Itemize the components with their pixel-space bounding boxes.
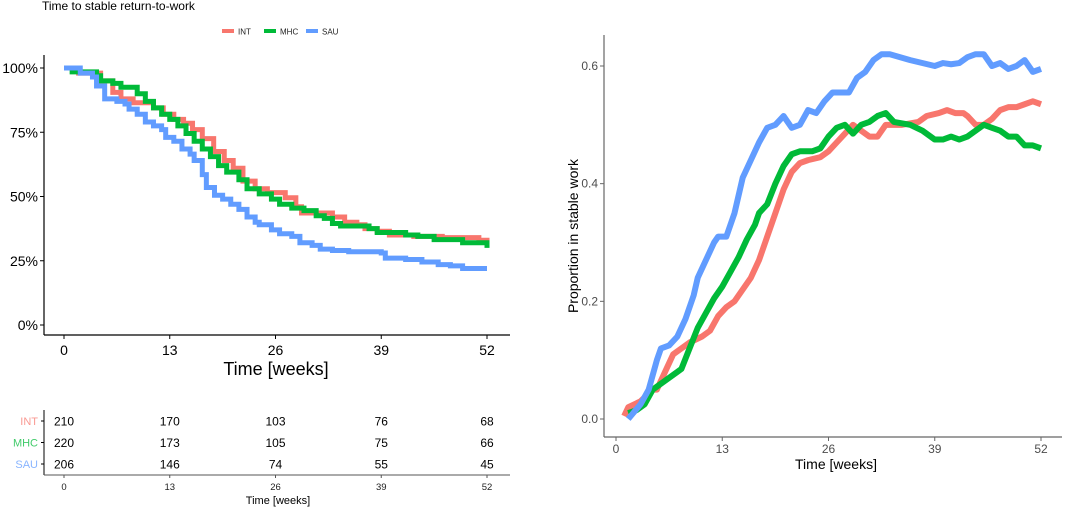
risk-x-axis-label: Time [weeks] <box>246 495 310 507</box>
prop-line-int <box>621 98 1043 418</box>
legend-label-int: INT <box>238 28 251 37</box>
risk-row-label-int: INT <box>20 416 38 428</box>
prop-x-tick-label: 0 <box>613 442 620 456</box>
km-plot: 0% 25% 50% 75% 100% 0 13 26 39 52 Time [weeks] <box>2 55 510 379</box>
km-x-tick-label: 26 <box>268 342 284 358</box>
risk-cell: 76 <box>375 415 389 429</box>
km-curve-mhc <box>64 65 490 248</box>
risk-cell: 220 <box>54 436 74 450</box>
risk-cell: 146 <box>160 458 180 472</box>
risk-cell: 75 <box>375 436 389 450</box>
risk-cell: 55 <box>375 458 389 472</box>
proportion-plot: 0.0 0.2 0.4 0.6 0 13 26 39 52 Time [weeks] Proport… <box>565 35 1062 472</box>
risk-row-label-mhc: MHC <box>13 438 38 450</box>
km-y-tick-label: 25% <box>10 253 38 269</box>
km-y-tick-label: 75% <box>10 124 38 140</box>
risk-cell: 206 <box>54 458 74 472</box>
km-x-tick-label: 39 <box>373 342 389 358</box>
prop-line-mhc <box>627 110 1043 416</box>
legend-label-sau: SAU <box>322 28 339 37</box>
risk-cell: 68 <box>480 415 494 429</box>
prop-y-tick-label: 0.4 <box>581 177 598 191</box>
prop-y-tick-label: 0.2 <box>581 294 598 308</box>
prop-x-tick-label: 26 <box>822 442 836 456</box>
risk-row-label-sau: SAU <box>15 459 38 471</box>
km-y-tick-label: 50% <box>10 189 38 205</box>
risk-cell: 74 <box>269 458 283 472</box>
risk-cell: 45 <box>480 458 494 472</box>
risk-cell: 103 <box>265 415 285 429</box>
km-x-tick-label: 0 <box>60 342 68 358</box>
prop-y-axis-label: Proportion in stable work <box>565 158 581 313</box>
prop-x-tick-label: 13 <box>716 442 730 456</box>
risk-x-tick-label: 13 <box>164 482 175 493</box>
prop-line-sau <box>625 51 1043 421</box>
risk-x-tick-label: 52 <box>482 482 493 493</box>
risk-x-tick-label: 26 <box>270 482 281 493</box>
legend: INT MHC SAU <box>222 28 339 37</box>
risk-cell: 210 <box>54 415 74 429</box>
risk-cell: 173 <box>160 436 180 450</box>
risk-cell: 66 <box>480 436 494 450</box>
prop-x-tick-label: 52 <box>1034 442 1048 456</box>
risk-x-tick-label: 0 <box>61 482 66 493</box>
prop-x-tick-label: 39 <box>928 442 942 456</box>
risk-cell: 170 <box>160 415 180 429</box>
prop-y-tick-label: 0.6 <box>581 59 598 73</box>
km-x-tick-label: 52 <box>479 342 495 358</box>
km-y-tick-label: 0% <box>18 317 38 333</box>
risk-x-tick-label: 39 <box>376 482 387 493</box>
prop-x-axis-label: Time [weeks] <box>795 456 877 472</box>
prop-y-tick-label: 0.0 <box>581 412 598 426</box>
km-curve-int <box>64 65 490 243</box>
risk-cell: 105 <box>265 436 285 450</box>
km-curve-sau <box>64 65 487 271</box>
legend-label-mhc: MHC <box>280 28 298 37</box>
km-y-tick-label: 100% <box>2 60 38 76</box>
km-x-tick-label: 13 <box>162 342 178 358</box>
km-x-axis-label: Time [weeks] <box>223 359 328 379</box>
km-title: Time to stable return-to-work <box>42 0 196 13</box>
risk-table: INT 210 170 103 76 68 MHC 220 173 105 75 66 SAU 206 14… <box>13 410 510 507</box>
